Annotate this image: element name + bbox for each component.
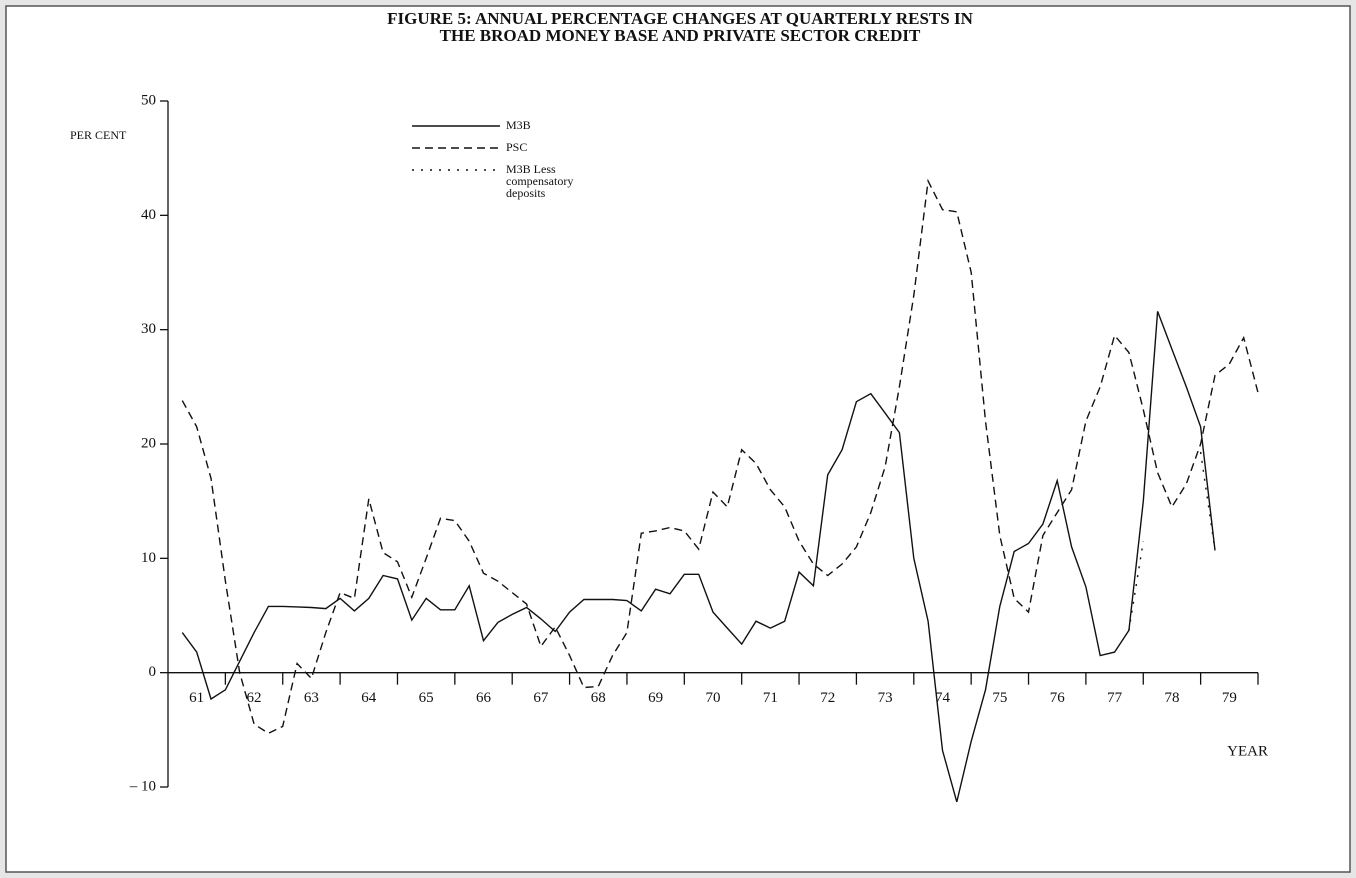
x-tick-label: 73 xyxy=(878,690,893,706)
legend-label-line: deposits xyxy=(506,186,546,200)
x-tick-label: 68 xyxy=(591,690,606,706)
legend-label: M3B Less compensatory deposits xyxy=(506,162,573,200)
frame xyxy=(5,5,1351,873)
x-axis-label: YEAR xyxy=(1227,743,1268,759)
series-line xyxy=(181,178,1259,735)
x-tick-label: 71 xyxy=(763,690,778,706)
x-tick-label: 64 xyxy=(361,690,377,706)
x-tick-label: 75 xyxy=(992,690,1007,706)
x-tick-label: 69 xyxy=(648,690,663,706)
x-tick-label: 74 xyxy=(935,690,951,706)
x-tick-label: 65 xyxy=(419,690,434,706)
x-tick-label: 77 xyxy=(1107,690,1123,706)
x-tick-label: 78 xyxy=(1164,690,1179,706)
y-tick-label: 20 xyxy=(141,435,156,451)
legend-label: M3B xyxy=(506,118,531,132)
x-tick-label: 63 xyxy=(304,690,319,706)
x-tick-label: 72 xyxy=(820,690,835,706)
x-tick-label: 79 xyxy=(1222,690,1237,706)
legend-label-line: compensatory xyxy=(506,174,573,188)
y-tick-label: 40 xyxy=(141,207,156,223)
legend-label-line: M3B Less xyxy=(506,162,556,176)
x-tick-label: 66 xyxy=(476,690,492,706)
y-tick-label: 10 xyxy=(141,550,156,566)
x-tick-label: 62 xyxy=(247,690,262,706)
y-tick-label: 50 xyxy=(141,92,156,108)
chart-title: FIGURE 5: ANNUAL PERCENTAGE CHANGES AT Q… xyxy=(387,9,973,28)
x-tick-label: 61 xyxy=(189,690,204,706)
x-tick-label: 67 xyxy=(533,690,549,706)
x-tick-label: 76 xyxy=(1050,690,1066,706)
chart-title: THE BROAD MONEY BASE AND PRIVATE SECTOR … xyxy=(440,26,921,45)
y-tick-label: 30 xyxy=(141,321,156,337)
y-tick-label: 0 xyxy=(149,664,157,680)
y-tick-label: – 10 xyxy=(129,778,156,794)
series-line xyxy=(1128,451,1216,631)
series-line xyxy=(181,311,1216,803)
x-tick-label: 70 xyxy=(706,690,721,706)
y-axis-label: PER CENT xyxy=(70,128,127,142)
legend-label: PSC xyxy=(506,140,527,154)
